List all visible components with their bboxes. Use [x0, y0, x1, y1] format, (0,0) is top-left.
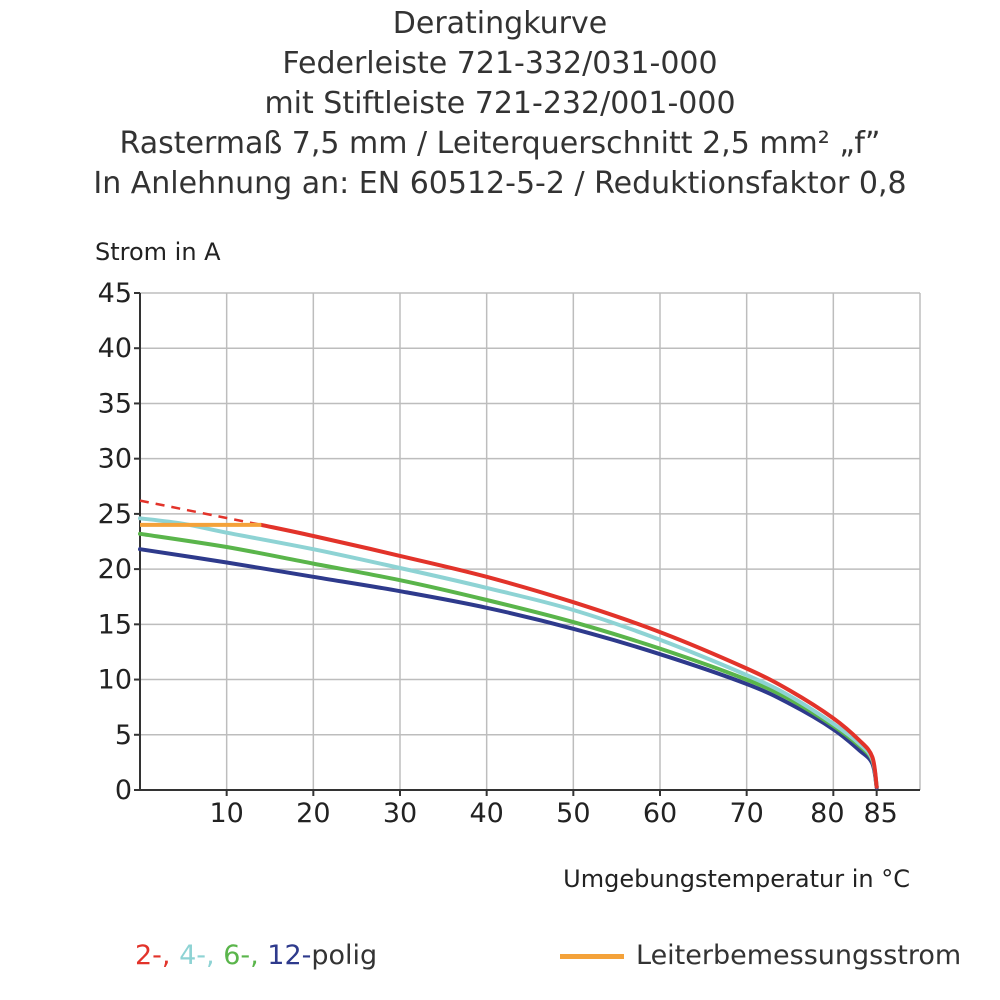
- subtitle-line-1: Federleiste 721-332/031-000: [282, 46, 718, 81]
- x-tick-label-85: 85: [863, 798, 897, 829]
- y-tick-label-15: 15: [98, 609, 132, 640]
- rated-current-legend: Leiterbemessungsstrom: [560, 940, 961, 971]
- series-line-12-polig: [138, 547, 879, 790]
- subtitle-line-2: mit Stiftleiste 721-232/001-000: [264, 86, 736, 121]
- y-tick-label-40: 40: [98, 333, 132, 364]
- subtitle-line-4: In Anlehnung an: EN 60512-5-2 / Reduktio…: [93, 166, 907, 201]
- x-tick-label-20: 20: [296, 798, 330, 829]
- x-tick-label-50: 50: [556, 798, 590, 829]
- grid-lines: [140, 292, 921, 790]
- x-tick-label-10: 10: [209, 798, 243, 829]
- chart-title: Deratingkurve: [392, 6, 608, 41]
- y-tick-label-35: 35: [98, 388, 132, 419]
- x-tick-label-30: 30: [383, 798, 417, 829]
- axes: [134, 292, 920, 796]
- title-block: Deratingkurve Federleiste 721-332/031-00…: [0, 4, 1000, 204]
- series-line-2-polig: [259, 522, 879, 789]
- legend-suffix: polig: [311, 940, 378, 971]
- rated-current-swatch: [560, 954, 624, 959]
- x-tick-label-40: 40: [469, 798, 503, 829]
- series-legend: 2-, 4-, 6-, 12-polig: [135, 940, 378, 971]
- series-line-6-polig: [138, 531, 879, 789]
- legend-12-polig: 12-: [267, 940, 312, 971]
- legend-6-polig: 6-: [223, 940, 251, 971]
- tick-labels: 0 5 10 15 20 25 30 35 40 45 10 20 30 40 50 60 70 80 85: [98, 278, 898, 829]
- x-tick-label-80: 80: [810, 798, 844, 829]
- x-tick-label-70: 70: [729, 798, 763, 829]
- subtitle-line-3: Rastermaß 7,5 mm / Leiterquerschnitt 2,5…: [119, 126, 881, 161]
- y-tick-label-10: 10: [98, 665, 132, 696]
- series-line-4-polig: [138, 516, 879, 789]
- y-tick-label-5: 5: [115, 720, 132, 751]
- y-tick-label-30: 30: [98, 444, 132, 475]
- x-axis-label: Umgebungstemperatur in °C: [563, 865, 910, 893]
- y-tick-label-25: 25: [98, 499, 132, 530]
- y-tick-label-45: 45: [98, 278, 132, 309]
- legend-4-polig: 4-: [179, 940, 207, 971]
- y-tick-label-0: 0: [115, 775, 132, 806]
- y-tick-label-20: 20: [98, 554, 132, 585]
- rated-current-label: Leiterbemessungsstrom: [636, 940, 962, 971]
- legend-2-polig: 2-: [135, 940, 162, 971]
- x-tick-label-60: 60: [643, 798, 677, 829]
- y-axis-label: Strom in A: [95, 238, 221, 266]
- series-lines: [138, 499, 879, 790]
